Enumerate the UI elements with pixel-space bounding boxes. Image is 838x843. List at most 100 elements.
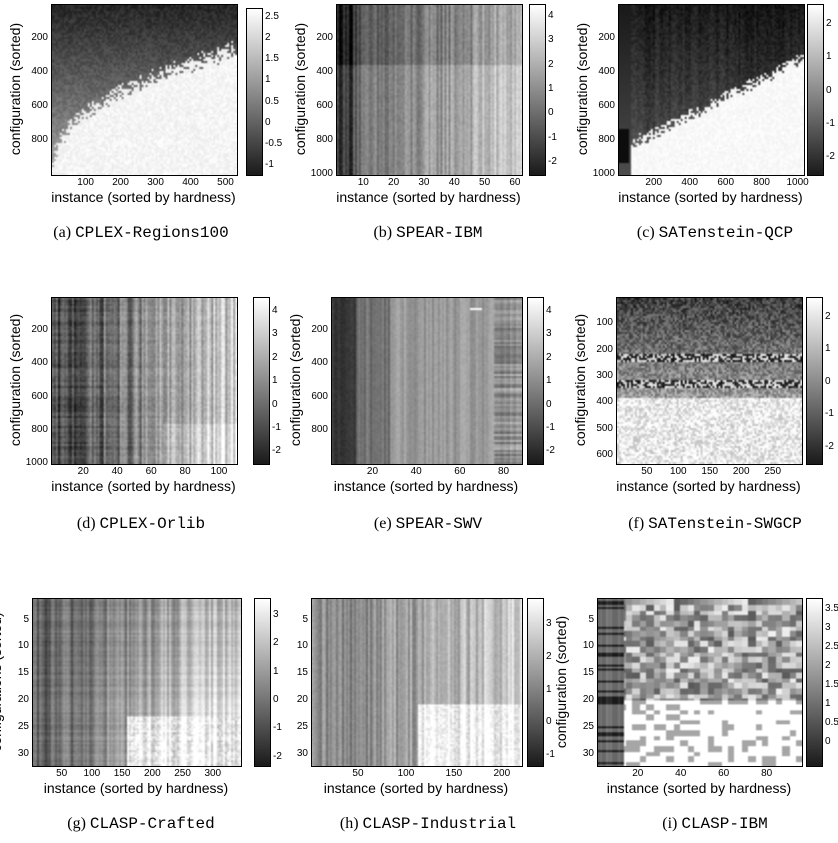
y-tick-label: 20 — [17, 694, 29, 706]
y-axis-label: configuration (sorted) — [292, 22, 308, 156]
subfigure-caption: (i) CLASP-IBM — [662, 815, 768, 833]
y-tick-label: 1000 — [592, 168, 615, 179]
y-tick-label: 200 — [598, 31, 615, 43]
colorbar-tick-label: 3 — [546, 328, 552, 340]
y-axis-label: configuration (sorted) — [287, 313, 303, 447]
colorbar — [807, 4, 824, 176]
y-tick-label: 500 — [596, 422, 613, 434]
colorbar-tick-label: 0.5 — [265, 95, 279, 107]
x-tick-label: 60 — [454, 466, 466, 477]
x-tick-label: 40 — [675, 768, 687, 779]
y-axis-label: configuration (sorted) — [574, 22, 590, 156]
colorbar-tick-label: 1 — [825, 698, 831, 710]
colorbar-gradient — [247, 9, 262, 175]
x-tick-label: 100 — [210, 466, 228, 477]
colorbar-tick-label: 3.5 — [825, 603, 838, 615]
x-tick-label: 50 — [56, 768, 68, 779]
colorbar-tick-label: 1 — [826, 51, 832, 63]
y-tick-label: 25 — [17, 721, 29, 733]
colorbar — [806, 297, 823, 465]
y-tick-label: 30 — [17, 748, 29, 760]
subfigure-caption: (d) CPLEX-Orlib — [77, 515, 205, 533]
subfigure-caption: (f) SATenstein-SWGCP — [628, 515, 802, 533]
y-tick-label: 30 — [296, 748, 308, 760]
colorbar-tick-label: 1.5 — [265, 53, 279, 65]
colorbar-tick-label: -1 — [546, 421, 555, 433]
y-tick-label: 400 — [311, 357, 328, 369]
y-tick-label: 400 — [316, 65, 333, 77]
colorbar-gradient — [530, 5, 545, 175]
heatmap-7 — [311, 598, 523, 767]
caption-label: (c) — [636, 224, 659, 241]
x-tick-label: 400 — [681, 177, 699, 188]
x-axis-label: instance (sorted by hardness) — [51, 189, 236, 205]
colorbar-tick-label: 0 — [825, 736, 831, 748]
y-tick-label: 15 — [17, 667, 29, 679]
x-axis-label: instance (sorted by hardness) — [606, 780, 792, 796]
y-tick-label: 200 — [31, 324, 48, 336]
x-tick-label: 40 — [448, 177, 460, 188]
x-tick-label: 60 — [718, 768, 730, 779]
x-tick-label: 250 — [174, 768, 191, 779]
subfigure-caption: (g) CLASP-Crafted — [67, 815, 214, 833]
heatmap-3 — [51, 297, 238, 465]
colorbar-tick-label: -1 — [826, 118, 835, 129]
y-tick-label: 800 — [311, 423, 328, 435]
y-tick-label: 100 — [596, 317, 613, 329]
caption-name: CPLEX-Orlib — [99, 515, 206, 533]
heatmap-0 — [51, 4, 238, 176]
x-tick-label: 300 — [204, 768, 222, 779]
colorbar-tick-label: 2 — [546, 650, 552, 662]
caption-label: (b) — [373, 224, 397, 241]
x-tick-label: 20 — [366, 466, 379, 477]
colorbar — [527, 598, 544, 767]
caption-name: CLASP-IBM — [681, 815, 768, 833]
x-tick-label: 200 — [143, 768, 161, 779]
x-tick-label: 50 — [479, 177, 491, 188]
colorbar — [246, 8, 263, 176]
colorbar-tick-label: 3 — [272, 328, 278, 340]
colorbar-tick-label: 4 — [272, 305, 278, 317]
y-tick-label: 200 — [596, 343, 613, 355]
heatmap-4 — [331, 297, 523, 465]
x-tick-label: 60 — [145, 466, 157, 477]
colorbar-gradient — [528, 298, 543, 464]
x-tick-label: 250 — [764, 466, 782, 477]
colorbar-tick-label: -1 — [548, 131, 557, 143]
x-tick-label: 200 — [112, 177, 129, 188]
x-tick-label: 100 — [397, 768, 415, 779]
heatmap-canvas — [337, 5, 522, 175]
subfigure-caption: (h) CLASP-Industrial — [340, 815, 516, 833]
colorbar-tick-label: 0 — [272, 398, 278, 410]
x-tick-label: 30 — [418, 177, 430, 188]
heatmap-canvas — [619, 5, 804, 175]
colorbar-tick-label: 2 — [265, 31, 271, 43]
colorbar-tick-label: 2 — [826, 18, 832, 29]
colorbar-tick-label: 1 — [546, 683, 552, 695]
heatmap-6 — [32, 598, 242, 767]
colorbar-tick-label: -2 — [546, 445, 555, 457]
colorbar-tick-label: -1 — [825, 408, 834, 420]
x-tick-label: 20 — [77, 466, 89, 477]
y-tick-label: 800 — [598, 133, 615, 145]
colorbar-tick-label: 1 — [273, 665, 279, 677]
y-axis-label: configuration (sorted) — [7, 313, 23, 447]
y-tick-label: 200 — [31, 31, 48, 43]
y-tick-label: 200 — [316, 31, 333, 43]
colorbar-tick-label: 1 — [548, 83, 554, 94]
caption-label: (e) — [373, 515, 396, 532]
colorbar-tick-label: -2 — [548, 155, 557, 167]
colorbar — [527, 297, 544, 465]
colorbar-tick-label: 2 — [825, 310, 831, 322]
x-tick-label: 200 — [493, 768, 511, 779]
x-tick-label: 1000 — [786, 177, 809, 188]
y-tick-label: 600 — [311, 390, 328, 402]
caption-label: (a) — [53, 224, 76, 241]
caption-label: (g) — [67, 815, 90, 832]
caption-name: CLASP-Industrial — [362, 815, 517, 833]
x-axis-label: instance (sorted by hardness) — [616, 478, 801, 494]
y-tick-label: 20 — [582, 694, 594, 706]
x-tick-label: 100 — [83, 768, 101, 779]
y-tick-label: 5 — [302, 613, 308, 625]
y-tick-label: 15 — [582, 667, 594, 679]
